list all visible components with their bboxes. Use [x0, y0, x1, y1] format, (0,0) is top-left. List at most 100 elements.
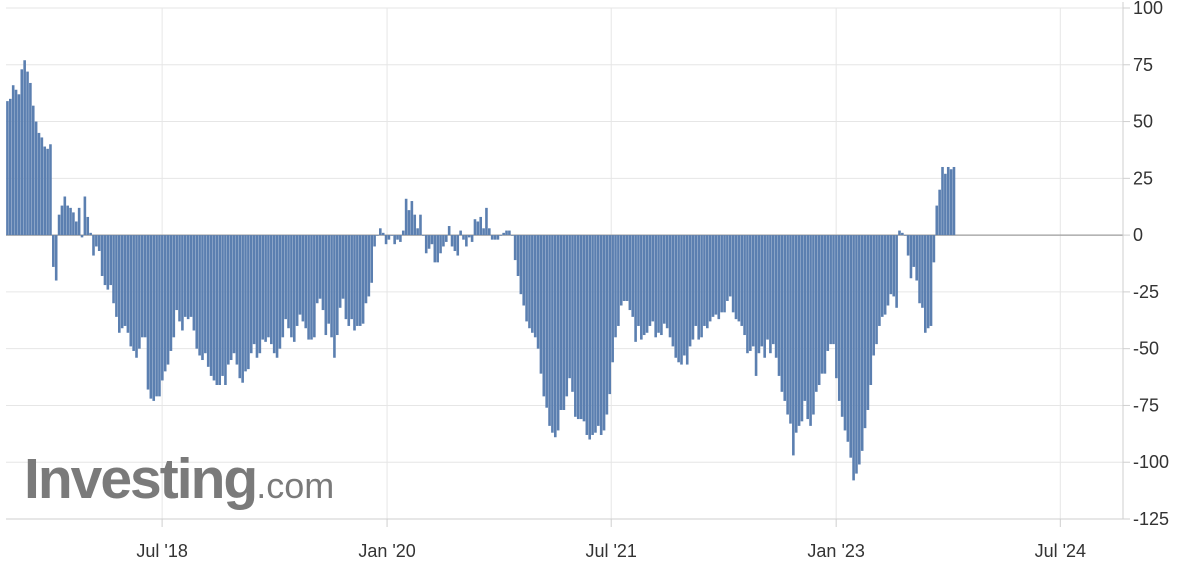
- bar: [344, 235, 348, 320]
- bar: [668, 235, 672, 338]
- bar: [433, 235, 437, 263]
- bar: [789, 235, 792, 424]
- bar: [786, 235, 789, 415]
- bar: [49, 144, 52, 236]
- bar: [812, 235, 815, 415]
- bar: [677, 235, 680, 363]
- bar: [803, 235, 807, 401]
- bar: [875, 235, 878, 345]
- bar: [11, 85, 15, 236]
- bar: [404, 198, 408, 236]
- bar: [482, 228, 485, 236]
- bar: [37, 132, 41, 236]
- bar: [749, 235, 752, 351]
- bar: [599, 235, 603, 435]
- bar: [513, 235, 517, 261]
- bar: [387, 235, 391, 240]
- bar: [485, 207, 488, 236]
- bar: [465, 235, 468, 247]
- bar: [232, 235, 236, 354]
- bar: [866, 235, 870, 410]
- bar: [313, 235, 316, 338]
- bar: [364, 235, 368, 304]
- bar: [106, 235, 110, 290]
- bar: [74, 221, 78, 236]
- bar: [14, 89, 18, 236]
- bar: [209, 235, 213, 376]
- bar: [175, 235, 178, 311]
- bar: [858, 235, 861, 465]
- bar: [278, 235, 282, 349]
- bar: [376, 235, 379, 236]
- bar: [591, 235, 594, 435]
- bar: [356, 235, 359, 326]
- bar: [510, 235, 514, 236]
- y-tick-label: 25: [1133, 168, 1153, 188]
- bar: [895, 235, 898, 308]
- bar: [29, 82, 32, 236]
- bar: [878, 235, 881, 326]
- bar: [726, 235, 729, 301]
- bar: [728, 235, 732, 297]
- bar: [442, 235, 445, 247]
- bar: [275, 235, 279, 358]
- bar: [476, 221, 480, 236]
- bar: [427, 235, 431, 249]
- bar: [809, 235, 812, 426]
- bar: [57, 214, 61, 236]
- bar: [751, 235, 755, 347]
- bar: [717, 235, 721, 320]
- bar: [321, 235, 325, 311]
- bar: [453, 235, 457, 252]
- bar: [92, 235, 95, 256]
- bar: [287, 235, 290, 329]
- bar: [837, 235, 841, 401]
- bar: [456, 235, 460, 256]
- bar: [683, 235, 686, 356]
- bar: [780, 235, 784, 392]
- bar: [892, 235, 896, 297]
- bar: [662, 235, 666, 324]
- bar: [143, 235, 147, 338]
- bar: [247, 235, 250, 370]
- bar: [204, 235, 207, 354]
- bar: [531, 235, 534, 333]
- bar: [132, 235, 135, 351]
- bar: [565, 235, 569, 397]
- bar: [685, 235, 689, 365]
- bar: [946, 166, 950, 236]
- bar: [522, 235, 526, 306]
- bar: [932, 235, 936, 263]
- bar: [112, 235, 115, 304]
- bar: [318, 235, 322, 299]
- bar: [284, 235, 287, 320]
- bar: [671, 235, 675, 347]
- bar: [69, 207, 72, 236]
- bar: [622, 235, 626, 301]
- bar: [708, 235, 712, 322]
- bar: [315, 235, 319, 304]
- bar: [499, 235, 503, 236]
- bar: [115, 235, 118, 317]
- x-tick-label: Jul '24: [1035, 541, 1086, 561]
- bar: [571, 235, 574, 392]
- bar: [703, 235, 706, 326]
- bar: [166, 235, 170, 365]
- bar: [562, 235, 566, 410]
- bar: [353, 235, 356, 331]
- bar: [178, 235, 181, 322]
- bar: [651, 235, 655, 322]
- bar: [72, 212, 75, 236]
- bar: [155, 235, 158, 397]
- bar: [714, 235, 718, 315]
- bar: [771, 235, 775, 345]
- bar: [614, 235, 617, 338]
- bar: [568, 235, 571, 379]
- bar: [869, 235, 873, 385]
- bar: [410, 201, 414, 236]
- bar: [399, 235, 402, 242]
- bar: [152, 235, 156, 401]
- bar: [261, 235, 265, 340]
- bar: [109, 235, 112, 286]
- bar: [215, 235, 219, 385]
